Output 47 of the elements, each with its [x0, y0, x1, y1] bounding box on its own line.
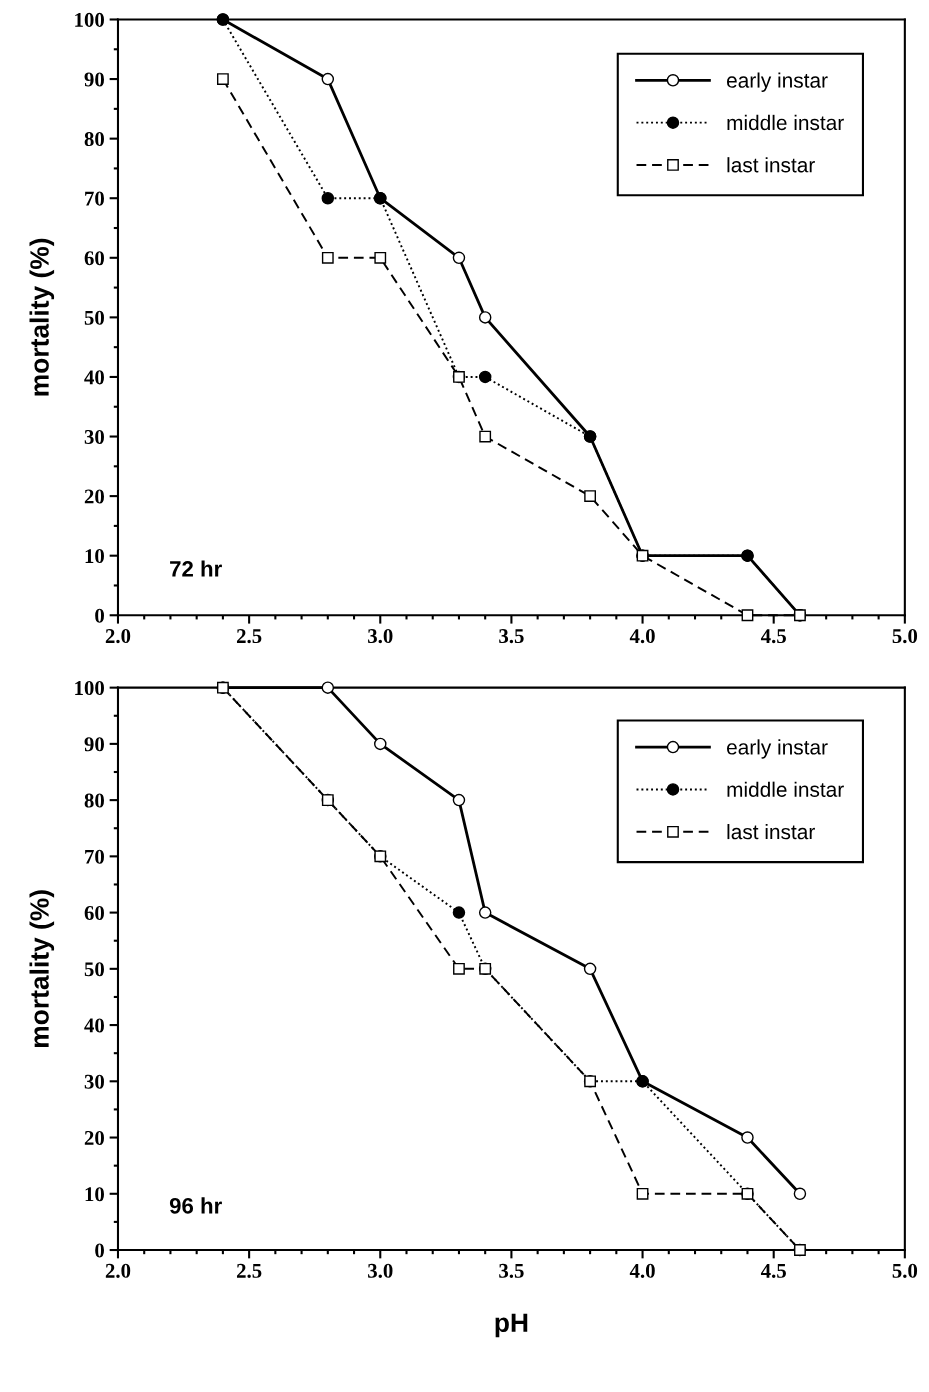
y-tick-label: 30	[84, 429, 104, 444]
y-tick-label: 20	[84, 489, 104, 504]
y-tick-label: 10	[85, 1187, 104, 1202]
legend-label: early instar	[726, 739, 828, 759]
x-tick-label: 3.0	[368, 1263, 393, 1278]
x-tick-label: 3.0	[368, 629, 393, 644]
y-tick-label: 20	[84, 1130, 104, 1145]
legend-label: middle instar	[727, 781, 844, 797]
x-tick-label: 4.0	[629, 629, 655, 644]
y-tick-label: 60	[84, 905, 104, 921]
x-tick-label: 5.0	[892, 1263, 918, 1278]
y-tick-label: 0	[95, 608, 104, 623]
y-tick-label: 90	[84, 72, 104, 87]
x-tick-label: 2.5	[236, 629, 262, 644]
y-tick-label: 100	[75, 681, 104, 696]
annotation: 96 hr	[169, 1197, 222, 1214]
y-tick-label: 10	[85, 549, 104, 564]
y-tick-label: 90	[84, 737, 104, 752]
x-tick-label: 4.5	[760, 1263, 786, 1278]
x-tick-label: 4.0	[629, 1263, 655, 1278]
y-tick-label: 80	[84, 132, 104, 147]
legend-label: middle instar	[727, 114, 844, 131]
y-tick-label: 60	[84, 251, 104, 266]
y-tick-label: 50	[84, 962, 104, 977]
y-tick-label: 0	[95, 1243, 104, 1258]
legend-label: last instar	[727, 823, 815, 840]
legend-label: last instar	[727, 157, 815, 173]
x-tick-label: 4.5	[760, 629, 786, 644]
x-tick-label: 2.0	[105, 1263, 131, 1278]
x-tick-label: 2.0	[105, 629, 131, 644]
annotation: 72 hr	[170, 560, 222, 577]
y-tick-label: 100	[75, 12, 104, 27]
x-tick-label: 3.5	[499, 1263, 524, 1278]
x-tick-label: 3.5	[499, 629, 524, 644]
y-axis-title: mortality (%)	[29, 890, 55, 1047]
y-tick-label: 40	[84, 1018, 104, 1033]
y-tick-label: 50	[84, 310, 104, 325]
legend-label: early instar	[726, 72, 828, 92]
x-tick-label: 5.0	[892, 629, 918, 644]
y-tick-label: 70	[85, 849, 104, 864]
x-axis-title: pH	[495, 1313, 528, 1338]
y-tick-label: 30	[84, 1074, 104, 1089]
y-tick-label: 40	[84, 370, 104, 385]
y-tick-label: 80	[84, 793, 104, 808]
y-tick-label: 70	[85, 191, 104, 206]
x-tick-label: 2.5	[236, 1263, 262, 1278]
y-axis-title: mortality (%)	[29, 238, 55, 396]
